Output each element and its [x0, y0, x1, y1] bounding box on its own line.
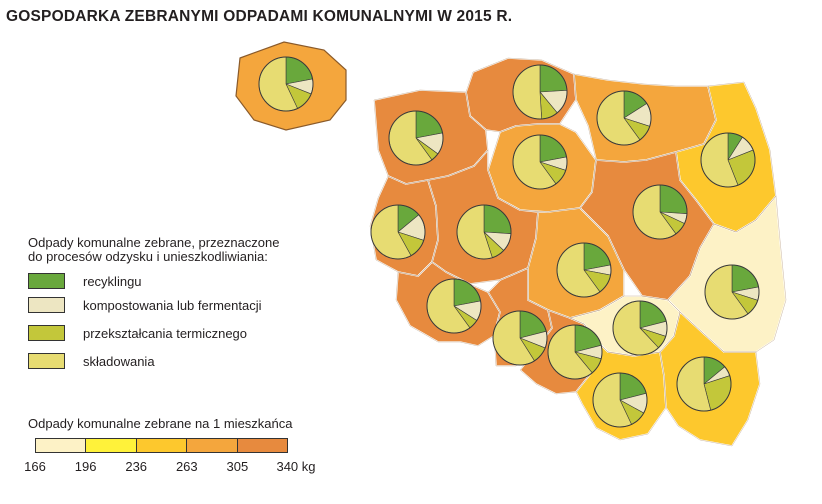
pie-polska	[258, 56, 314, 112]
pie-podkarpackie	[676, 356, 732, 412]
legend-item-recycling: recyklingu	[28, 272, 142, 290]
legend-item-thermal: przekształcania termicznego	[28, 324, 247, 342]
scale-tick: 166	[24, 459, 46, 474]
pie-lubelskie	[704, 264, 760, 320]
region-outline	[427, 149, 539, 285]
region-outline	[675, 81, 777, 233]
region-outline	[373, 89, 489, 185]
pie-outline	[704, 264, 760, 320]
legend-label-composting: kompostowania lub fermentacji	[83, 297, 262, 313]
pie-podlaskie	[700, 132, 756, 188]
pie-pomorskie	[512, 64, 568, 120]
pie-outline	[456, 204, 512, 260]
pie-outline	[388, 110, 444, 166]
scale-class-5	[237, 439, 288, 452]
legend-label-landfill: składowania	[83, 353, 155, 369]
pie-wielkopolskie	[456, 204, 512, 260]
scale-tick: 196	[74, 459, 97, 474]
pie-outline	[612, 300, 668, 356]
scale-tick: 305	[226, 459, 249, 474]
legend-label-thermal: przekształcania termicznego	[83, 325, 248, 341]
scale-class-2	[86, 439, 137, 452]
region-outline	[575, 341, 667, 441]
pie-dolnoslaskie	[426, 278, 482, 334]
pie-outline	[492, 310, 548, 366]
region-outline	[579, 151, 715, 301]
scale-bar	[35, 438, 288, 453]
legend-swatch-landfill	[28, 353, 65, 369]
pie-slaskie	[547, 324, 603, 380]
scale-class-1	[36, 439, 87, 452]
legend-swatch-recycling	[28, 273, 65, 289]
region-outline	[573, 73, 717, 163]
pie-outline	[676, 356, 732, 412]
pie-outline	[632, 184, 688, 240]
pie-mazowieckie	[632, 184, 688, 240]
pie-warminsko-mazurskie	[596, 90, 652, 146]
legend-label-recycling: recyklingu	[83, 273, 142, 289]
pie-kujawsko-pomorskie	[512, 134, 568, 190]
region-outline	[667, 195, 787, 353]
region-outline	[369, 175, 439, 277]
scale-class-3	[136, 439, 188, 452]
scale-tick: 263	[175, 459, 198, 474]
page-title: GOSPODARKA ZEBRANYMI ODPADAMI KOMUNALNYM…	[6, 8, 513, 25]
legend-item-landfill: składowania	[28, 352, 155, 370]
pie-outline	[547, 324, 603, 380]
pie-opolskie	[492, 310, 548, 366]
pie-outline	[512, 134, 568, 190]
pie-outline	[426, 278, 482, 334]
legend-item-composting: kompostowania lub fermentacji	[28, 296, 261, 314]
pie-outline	[370, 204, 426, 260]
pie-outline	[258, 56, 314, 112]
legend-swatch-composting	[28, 297, 65, 313]
legend-swatch-thermal	[28, 325, 65, 341]
scale-tick: 236	[125, 459, 148, 474]
scale-title: Odpady komunalne zebrane na 1 mieszkańca	[28, 416, 293, 431]
pie-lubuskie	[370, 204, 426, 260]
pie-outline	[592, 372, 648, 428]
scale-tick: 340 kg	[276, 459, 316, 474]
region-outline	[465, 57, 577, 133]
scale-class-4	[187, 439, 238, 452]
pie-swietokrzyskie	[612, 300, 668, 356]
pie-outline	[700, 132, 756, 188]
pie-zachodniopomorskie	[388, 110, 444, 166]
pie-outline	[556, 242, 612, 298]
per-capita-scale-legend: Odpady komunalne zebrane na 1 mieszkańca…	[24, 416, 328, 474]
region-outline	[487, 123, 597, 213]
region-outline	[659, 311, 761, 447]
region-outline	[527, 207, 625, 319]
pie-lodzkie	[556, 242, 612, 298]
legend-heading: Odpady komunalne zebrane, przeznaczone d…	[28, 235, 280, 264]
waste-destination-legend: Odpady komunalne zebrane, przeznaczone d…	[28, 235, 328, 369]
pie-outline	[512, 64, 568, 120]
pie-outline	[596, 90, 652, 146]
pie-malopolskie	[592, 372, 648, 428]
